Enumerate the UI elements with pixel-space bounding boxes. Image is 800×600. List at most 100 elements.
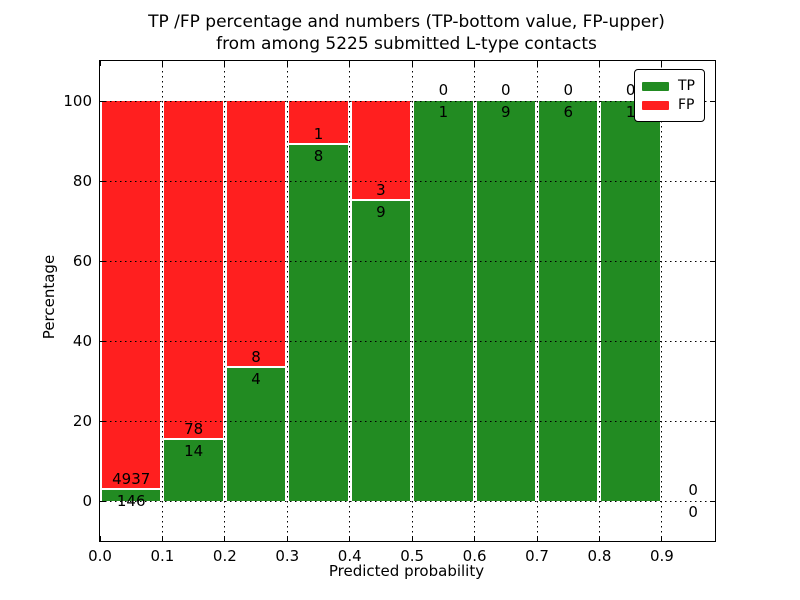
fp-count-label: 0 xyxy=(563,81,574,99)
y-tick-label: 60 xyxy=(72,252,92,270)
fp-count-label: 0 xyxy=(625,81,636,99)
y-tick xyxy=(710,100,715,102)
tp-count-label: 0 xyxy=(688,503,698,521)
x-tick-label: 0.5 xyxy=(400,547,425,565)
tp-count-label: 14 xyxy=(184,442,204,461)
fp-bar-segment xyxy=(351,101,411,199)
tp-bar-segment xyxy=(476,101,536,501)
tp-count-label: 1 xyxy=(438,103,449,121)
y-tick xyxy=(710,500,715,502)
x-tick xyxy=(474,61,476,66)
fp-count-label: 3 xyxy=(376,181,386,199)
tp-bar-segment xyxy=(289,145,348,501)
x-tick-label: 0.7 xyxy=(525,547,549,565)
x-gridline xyxy=(411,61,413,541)
y-tick xyxy=(710,180,715,182)
fp-count-label: 0 xyxy=(688,481,698,499)
x-tick xyxy=(99,536,101,541)
fp-count-label: 4937 xyxy=(112,469,151,488)
tp-count-label: 8 xyxy=(313,147,324,166)
y-tick-label: 40 xyxy=(72,332,92,350)
x-tick-label: 0.0 xyxy=(88,547,112,565)
fp-count-label: 8 xyxy=(251,347,261,366)
x-tick xyxy=(99,61,101,66)
x-gridline xyxy=(661,61,663,541)
tp-count-label: 1 xyxy=(625,103,636,121)
fp-bar-segment xyxy=(226,101,286,366)
tp-count-label: 9 xyxy=(501,103,511,121)
fp-bar-segment xyxy=(164,101,223,439)
x-tick-label: 0.3 xyxy=(275,547,300,565)
fp-count-label: 0 xyxy=(501,81,511,99)
legend-label-tp: TP xyxy=(678,78,695,94)
chart-title: TP /FP percentage and numbers (TP-bottom… xyxy=(99,11,714,55)
x-tick xyxy=(349,61,351,66)
chart-title-line1: TP /FP percentage and numbers (TP-bottom… xyxy=(148,12,665,32)
legend-swatch-tp xyxy=(642,81,669,91)
y-gridline xyxy=(100,420,715,422)
x-tick xyxy=(224,536,226,541)
fp-bar-segment xyxy=(289,101,348,144)
x-tick xyxy=(661,61,663,66)
y-tick-label: 80 xyxy=(72,172,92,190)
x-tick-label: 0.8 xyxy=(587,547,612,565)
tp-count-label: 146 xyxy=(116,491,146,510)
legend-entry-tp: TP xyxy=(642,78,695,94)
y-gridline xyxy=(100,100,715,102)
x-tick xyxy=(224,61,226,66)
fp-count-label: 0 xyxy=(438,81,449,99)
x-tick-label: 0.2 xyxy=(212,547,237,565)
y-tick xyxy=(100,100,105,102)
x-axis-label: Predicted probability xyxy=(328,562,485,580)
x-gridline xyxy=(349,61,351,541)
tp-count-label: 9 xyxy=(376,203,386,221)
x-tick xyxy=(474,536,476,541)
x-tick xyxy=(536,536,538,541)
x-gridline xyxy=(598,61,600,541)
x-tick xyxy=(598,61,600,66)
x-tick xyxy=(536,61,538,66)
y-gridline xyxy=(100,260,715,262)
legend-label-fp: FP xyxy=(678,97,695,113)
y-tick xyxy=(100,260,105,262)
x-tick-label: 0.9 xyxy=(649,547,674,565)
y-tick xyxy=(710,420,715,422)
tp-count-label: 4 xyxy=(251,369,261,388)
tp-bar-segment xyxy=(226,367,286,501)
x-tick xyxy=(661,536,663,541)
y-tick-label: 100 xyxy=(63,92,92,110)
y-tick xyxy=(710,340,715,342)
y-tick xyxy=(710,260,715,262)
x-tick xyxy=(411,61,413,66)
tp-bar-segment xyxy=(539,101,598,501)
plot-area: 4937 146 78 14 8 4 1 8 3 9 0 1 0 9 0 6 0 1 0 0 0.0 0.1 0.2 0.3 0… xyxy=(63,60,716,565)
y-tick xyxy=(100,340,105,342)
x-tick xyxy=(286,536,288,541)
x-tick xyxy=(349,536,351,541)
tp-bar-segment xyxy=(102,489,161,501)
x-tick xyxy=(411,536,413,541)
tp-bar-segment xyxy=(351,201,411,501)
chart-title-line2: from among 5225 submitted L-type contact… xyxy=(216,34,597,54)
y-tick xyxy=(100,180,105,182)
x-gridline xyxy=(161,61,163,541)
fp-bar-segment xyxy=(102,101,161,488)
y-tick xyxy=(100,500,105,502)
x-tick-label: 0.1 xyxy=(150,547,175,565)
fp-count-label: 1 xyxy=(313,125,324,144)
x-tick xyxy=(161,536,163,541)
tp-bar-segment xyxy=(414,101,473,501)
legend: TP FP xyxy=(634,69,705,122)
x-gridline xyxy=(536,61,538,541)
y-gridline xyxy=(100,500,715,502)
y-tick xyxy=(100,420,105,422)
x-gridline xyxy=(286,61,288,541)
x-tick xyxy=(598,536,600,541)
x-tick xyxy=(286,61,288,66)
x-tick xyxy=(161,61,163,66)
x-gridline xyxy=(474,61,476,541)
y-gridline xyxy=(100,340,715,342)
x-tick-label: 0.6 xyxy=(462,547,487,565)
x-gridline xyxy=(224,61,226,541)
